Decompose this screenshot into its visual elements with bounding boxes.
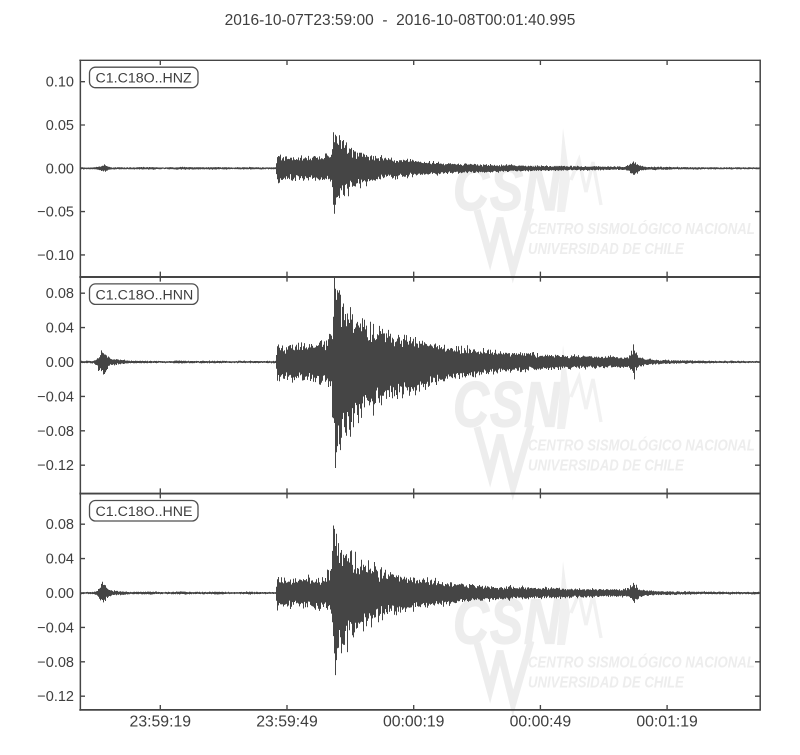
svg-text:0.04: 0.04 bbox=[46, 552, 74, 568]
svg-text:0.00: 0.00 bbox=[46, 161, 74, 177]
svg-text:2016-10-07T23:59:00 - 2016-1: 2016-10-07T23:59:00 - 2016-10-08T00:01:4… bbox=[225, 12, 576, 29]
svg-text:0.05: 0.05 bbox=[46, 118, 74, 134]
svg-text:−0.12: −0.12 bbox=[37, 458, 74, 474]
svg-text:0.08: 0.08 bbox=[46, 517, 74, 533]
svg-text:CSN: CSN bbox=[453, 153, 561, 224]
svg-text:0.00: 0.00 bbox=[46, 355, 74, 371]
svg-text:CSN: CSN bbox=[453, 370, 561, 441]
svg-text:−0.04: −0.04 bbox=[37, 389, 74, 405]
svg-text:UNIVERSIDAD DE CHILE: UNIVERSIDAD DE CHILE bbox=[528, 458, 684, 475]
svg-text:UNIVERSIDAD DE CHILE: UNIVERSIDAD DE CHILE bbox=[528, 674, 684, 691]
svg-text:−0.12: −0.12 bbox=[37, 689, 74, 705]
svg-text:23:59:49: 23:59:49 bbox=[256, 714, 318, 731]
svg-text:CENTRO SISMOLÓGICO NACIONAL: CENTRO SISMOLÓGICO NACIONAL bbox=[528, 436, 755, 455]
svg-text:00:00:49: 00:00:49 bbox=[510, 714, 572, 731]
svg-text:0.04: 0.04 bbox=[46, 321, 74, 337]
svg-text:−0.04: −0.04 bbox=[37, 620, 74, 636]
svg-text:C1.C18O..HNN: C1.C18O..HNN bbox=[96, 287, 194, 303]
svg-text:−0.10: −0.10 bbox=[37, 248, 74, 264]
svg-text:23:59:19: 23:59:19 bbox=[130, 714, 192, 731]
svg-text:00:00:19: 00:00:19 bbox=[383, 714, 445, 731]
svg-text:0.08: 0.08 bbox=[46, 286, 74, 302]
svg-text:CENTRO SISMOLÓGICO NACIONAL: CENTRO SISMOLÓGICO NACIONAL bbox=[528, 652, 755, 671]
svg-text:0.10: 0.10 bbox=[46, 75, 74, 91]
svg-text:−0.08: −0.08 bbox=[37, 655, 74, 671]
svg-text:−0.08: −0.08 bbox=[37, 424, 74, 440]
svg-text:CENTRO SISMOLÓGICO NACIONAL: CENTRO SISMOLÓGICO NACIONAL bbox=[528, 219, 755, 238]
svg-text:UNIVERSIDAD DE CHILE: UNIVERSIDAD DE CHILE bbox=[528, 241, 684, 258]
svg-text:−0.05: −0.05 bbox=[37, 205, 74, 221]
svg-text:0.00: 0.00 bbox=[46, 586, 74, 602]
svg-text:C1.C18O..HNE: C1.C18O..HNE bbox=[96, 504, 193, 520]
svg-text:C1.C18O..HNZ: C1.C18O..HNZ bbox=[96, 71, 193, 87]
svg-text:00:01:19: 00:01:19 bbox=[636, 714, 698, 731]
